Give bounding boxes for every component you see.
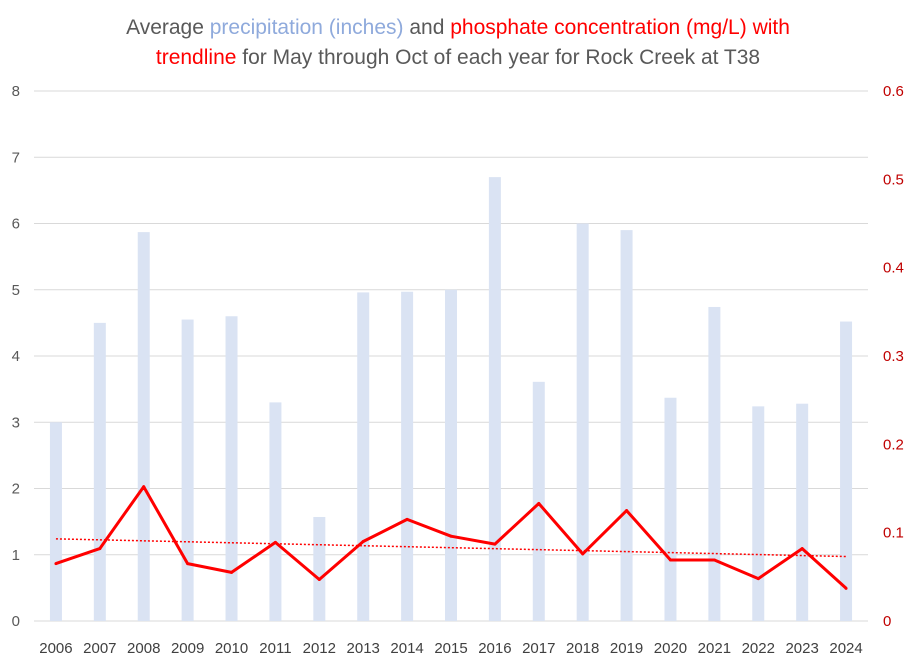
x-tick-label: 2008 [127, 640, 160, 657]
phosphate-point [625, 509, 629, 513]
precipitation-bar [840, 321, 853, 621]
y-left-tick-label: 5 [12, 282, 20, 299]
title-part-phosphate: phosphate concentration (mg/L) with [450, 16, 790, 39]
phosphate-point [230, 570, 234, 574]
y-right-tick-label: 0.6 [883, 83, 904, 100]
phosphate-point [668, 558, 672, 562]
y-left-tick-label: 8 [12, 83, 20, 100]
precipitation-bar [181, 319, 194, 621]
chart-title-line-2: trendline for May through Oct of each ye… [0, 46, 916, 70]
x-tick-label: 2019 [610, 640, 643, 657]
title-part-trendline: trendline [155, 46, 237, 69]
precipitation-bar [225, 316, 238, 621]
precipitation-bar [401, 291, 414, 621]
y-right-tick-label: 0.4 [883, 260, 904, 277]
phosphate-point [493, 542, 497, 546]
precipitation-bar [488, 177, 501, 621]
phosphate-point [581, 552, 585, 556]
x-tick-label: 2013 [347, 640, 380, 657]
chart-title-line-1: Average precipitation (inches) and phosp… [0, 16, 916, 40]
y-right-tick-label: 0.5 [883, 171, 904, 188]
x-tick-label: 2024 [829, 640, 862, 657]
y-right-tick-label: 0.3 [883, 348, 904, 365]
phosphate-point [800, 547, 804, 551]
precipitation-bar [313, 516, 326, 621]
precipitation-bar [137, 232, 150, 622]
y-left-tick-label: 2 [12, 481, 20, 498]
precipitation-bar [664, 397, 677, 621]
phosphate-point [537, 502, 541, 506]
y-left-tick-label: 7 [12, 149, 20, 166]
y-left-tick-label: 6 [12, 216, 20, 233]
y-left-tick-label: 3 [12, 414, 20, 431]
phosphate-point [186, 562, 190, 566]
x-tick-label: 2022 [742, 640, 775, 657]
precipitation-bar [576, 223, 589, 621]
y-right-tick-label: 0.2 [883, 436, 904, 453]
phosphate-point [142, 485, 146, 489]
phosphate-point [273, 540, 277, 544]
precipitation-bar [445, 289, 457, 621]
x-tick-label: 2017 [522, 640, 555, 657]
phosphate-point [712, 558, 716, 562]
phosphate-point [361, 540, 365, 543]
x-tick-label: 2015 [434, 640, 467, 657]
precipitation-bar [532, 381, 545, 621]
title-part-precipitation: precipitation (inches) [209, 16, 404, 39]
phosphate-point [844, 586, 848, 590]
precipitation-bar [752, 406, 765, 621]
precipitation-bar [49, 422, 62, 621]
phosphate-point [449, 534, 453, 538]
y-left-tick-label: 4 [12, 348, 20, 365]
title-part-average: Average [126, 16, 210, 39]
y-left-tick-label: 1 [12, 547, 20, 564]
phosphate-point [54, 562, 58, 566]
y-right-tick-label: 0 [883, 613, 891, 630]
phosphate-point [756, 577, 760, 581]
x-tick-label: 2012 [303, 640, 336, 657]
x-tick-label: 2007 [83, 640, 116, 657]
phosphate-point [98, 547, 102, 551]
precipitation-bar [620, 230, 633, 621]
x-tick-label: 2011 [259, 640, 291, 657]
x-tick-label: 2014 [390, 640, 423, 657]
x-tick-label: 2016 [478, 640, 511, 657]
title-part-and: and [403, 16, 451, 39]
precipitation-bar [796, 403, 809, 621]
phosphate-point [317, 577, 321, 581]
x-tick-label: 2018 [566, 640, 599, 657]
precipitation-bar [93, 322, 106, 621]
title-part-rest: for May through Oct of each year for Roc… [236, 46, 761, 69]
y-right-tick-label: 0.1 [883, 525, 904, 542]
x-tick-label: 2010 [215, 640, 248, 657]
x-tick-label: 2006 [39, 640, 72, 657]
x-tick-label: 2023 [785, 640, 818, 657]
phosphate-point [405, 517, 409, 521]
x-tick-label: 2021 [698, 640, 731, 657]
precipitation-bar [708, 306, 721, 621]
x-tick-label: 2020 [654, 640, 687, 657]
x-tick-label: 2009 [171, 640, 204, 657]
precipitation-bar [357, 292, 370, 621]
y-left-tick-label: 0 [12, 613, 20, 630]
precipitation-bar [269, 402, 282, 621]
